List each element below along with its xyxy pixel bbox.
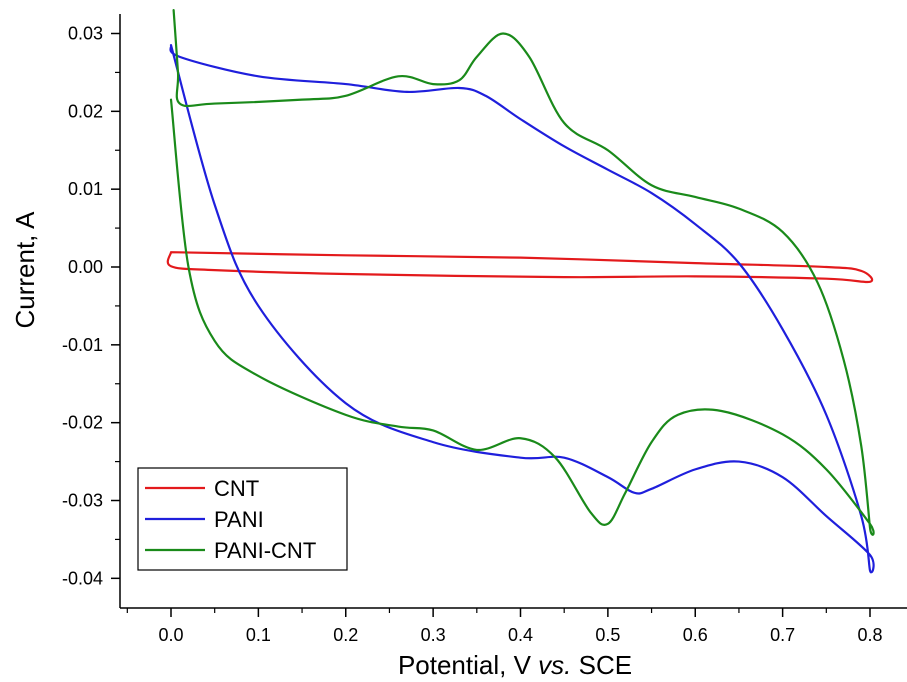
y-axis-title: Current, A [10, 211, 40, 329]
legend-label-pani: PANI [214, 507, 264, 532]
legend-label-pani-cnt: PANI-CNT [214, 538, 316, 563]
y-tick-label: 0.03 [68, 24, 103, 44]
x-axis-title-before: Potential, V [398, 650, 538, 680]
y-axis-ticks: 0.03 0.02 0.01 0.00 -0.01 -0.02 -0.03 -0.04 [62, 24, 120, 588]
y-tick-label: -0.01 [62, 335, 103, 355]
x-tick-label: 0.2 [333, 625, 358, 645]
x-tick-label: 0.0 [158, 625, 183, 645]
plot-frame [119, 14, 907, 609]
y-tick-label: 0.01 [68, 179, 103, 199]
y-tick-label: 0.02 [68, 101, 103, 121]
x-axis-title-italic: vs. [538, 650, 571, 680]
x-tick-label: 0.5 [595, 625, 620, 645]
x-axis-ticks: 0.0 0.1 0.2 0.3 0.4 0.5 0.6 0.7 0.8 [126, 608, 883, 645]
x-tick-label: 0.3 [421, 625, 446, 645]
series-line-pani [169, 44, 875, 574]
x-axis-title: Potential, V vs. SCE [398, 650, 632, 680]
y-tick-label: -0.04 [62, 568, 103, 588]
series-layer [166, 9, 875, 574]
x-tick-label: 0.8 [857, 625, 882, 645]
x-tick-label: 0.6 [683, 625, 708, 645]
y-tick-label: -0.02 [62, 413, 103, 433]
y-tick-label: -0.03 [62, 491, 103, 511]
series-line-cnt [166, 251, 874, 284]
x-tick-label: 0.1 [246, 625, 271, 645]
x-axis-title-after: SCE [571, 650, 632, 680]
y-tick-label: 0.00 [68, 257, 103, 277]
legend: CNT PANI PANI-CNT [137, 467, 348, 571]
series-line-pani-cnt [169, 9, 875, 536]
x-tick-label: 0.4 [508, 625, 533, 645]
x-tick-label: 0.7 [770, 625, 795, 645]
legend-label-cnt: CNT [214, 476, 259, 501]
